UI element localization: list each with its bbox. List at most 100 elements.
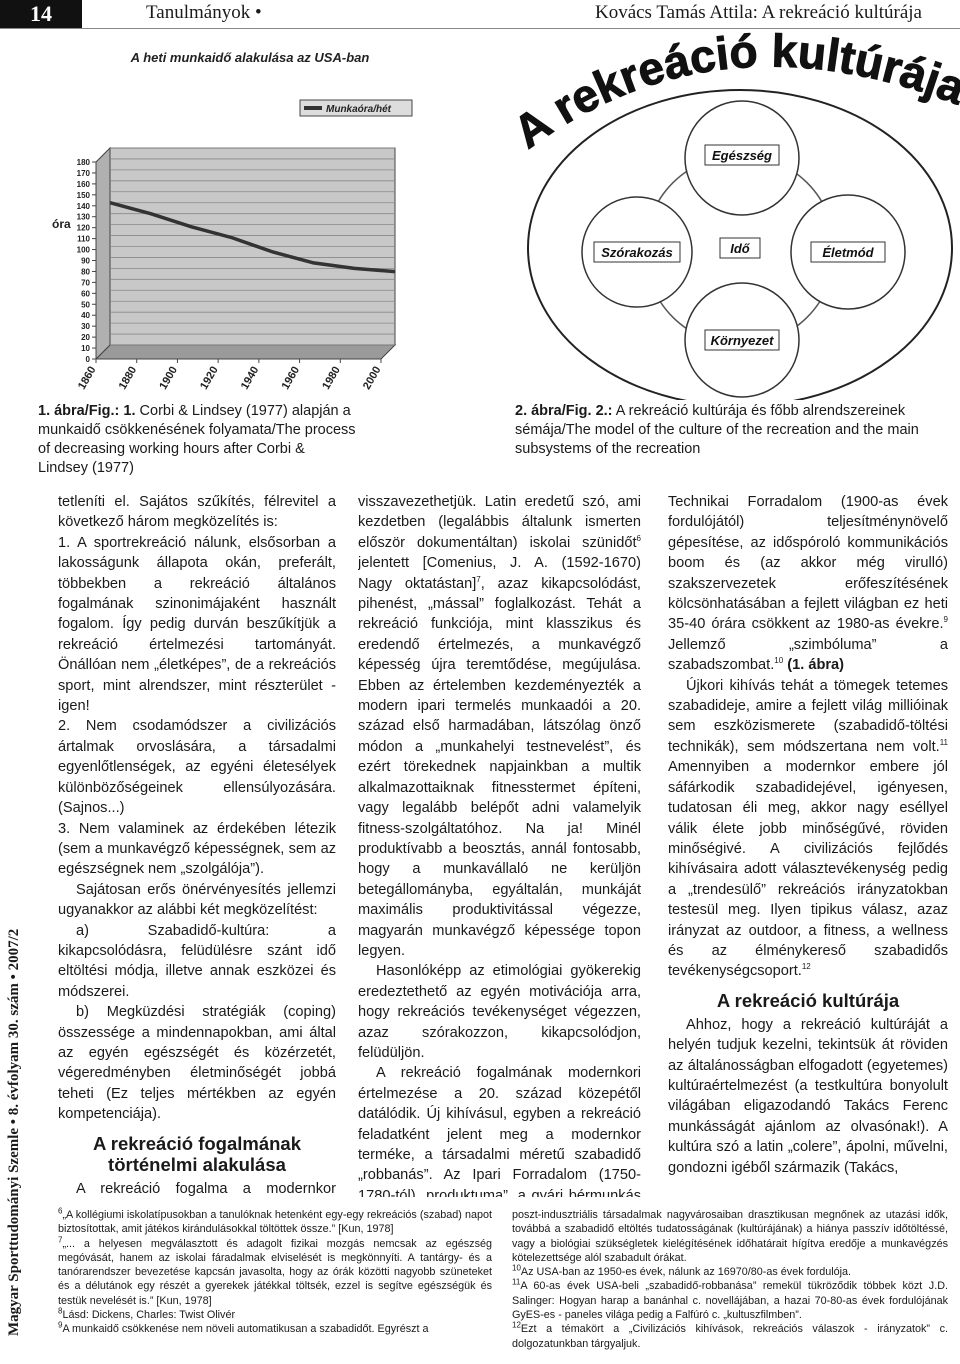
footnote-number: 9 — [58, 1320, 63, 1330]
journal-sidebar: Magyar Sporttudományi Szemle • 8. évfoly… — [6, 928, 22, 1336]
y-tick-label: 30 — [81, 322, 90, 331]
heading: A rekreáció kultúrája — [716, 989, 900, 1011]
text: tetleníti el. Sajátos szűkítés, félrevit… — [58, 494, 336, 531]
paragraph: A rekreáció fogalma a modernkor terméke,… — [58, 1179, 336, 1197]
y-tick-label: 140 — [77, 202, 91, 211]
footnote: 9A munkaidő csökkenése nem növeli automa… — [58, 1320, 492, 1336]
footnote-text: Az USA-ban az 1950-es évek, nálunk az 16… — [520, 1266, 852, 1279]
text: A rekreáció kultúrája és főbb alrendszer… — [515, 403, 919, 457]
text: Amennyiben a modernkor embere jól sáfárk… — [668, 759, 948, 980]
node-box — [704, 144, 780, 166]
footnote-number: 7 — [58, 1235, 63, 1244]
figures: A heti munkaidő alakulása az USA-ban óra 0… — [52, 30, 960, 400]
y-tick-label: 60 — [81, 289, 90, 298]
node-box — [719, 237, 761, 259]
outer-ellipse — [527, 89, 953, 400]
text: Technikai Forradalom (1900-as évek fordu… — [668, 494, 948, 633]
footnote-ref: 9 — [943, 615, 948, 625]
figure-1: A heti munkaidő alakulása az USA-ban óra 0… — [52, 50, 413, 392]
text: Hasonlóképp az etimológiai gyökerekig er… — [358, 963, 641, 1061]
text: Corbi & Lindsey (1977) alapján a munkaid… — [38, 403, 356, 476]
footnote-text: A 60-as évek USA-beli „szabadidő-robbaná… — [512, 1280, 948, 1322]
footnote-text: Ezt a témakört a „Civilizációs kihívások… — [512, 1323, 948, 1350]
text: Jellemző „szimbóluma” a szabadszombat. — [668, 636, 948, 674]
legend-label: Munkaóra/hét — [326, 104, 392, 115]
y-tick-label: 50 — [81, 300, 90, 309]
x-tick-label: 2000 — [361, 365, 384, 392]
paragraph: Újkori kihívás tehát a tömegek tetemes s… — [668, 676, 948, 982]
column: tetleníti el. Sajátos szűkítés, félrevit… — [58, 492, 336, 1197]
paragraph: a) Szabadidő-kultúra: a kikapcsolódásra,… — [58, 921, 336, 1003]
x-tick-label: 1900 — [157, 365, 180, 392]
figure-2: A rekreáció kultúrájaEgészségSzórakozásI… — [503, 30, 960, 400]
header: 14 Tanulmányok • Kovács Tamás Attila: A … — [0, 0, 960, 30]
footnote-ref: 12 — [801, 962, 811, 972]
footnote-ref: 6 — [636, 533, 641, 543]
text: a) Szabadidő-kultúra: a kikapcsolódásra,… — [58, 922, 336, 1000]
y-tick-label: 120 — [77, 224, 91, 233]
node-label: Szórakozás — [601, 245, 673, 260]
y-tick-label: 160 — [77, 180, 91, 189]
footnote: 11A 60-as évek USA-beli „szabadidő-robba… — [512, 1277, 948, 1322]
footnote-ref: 10 — [774, 656, 784, 666]
x-tick-label: 1860 — [76, 365, 99, 392]
node-box — [704, 329, 780, 351]
y-tick-label: 0 — [86, 355, 91, 364]
heading: A rekreáció fogalmának történelmi alakul… — [92, 1132, 302, 1175]
x-tick-label: 1940 — [239, 365, 262, 392]
text: Sajátosan erős önérvényesítés jellemzi u… — [58, 881, 336, 919]
paragraph: 3. Nem valaminek az érdekében létezik (s… — [58, 819, 336, 880]
footnote: 6„A kollégiumi iskolatípusokban a tanuló… — [58, 1207, 492, 1237]
footnote-number: 10 — [512, 1263, 521, 1273]
footnote-text: „A kollégiumi iskolatípusokban a tanulók… — [58, 1209, 492, 1236]
y-axis-label: óra — [52, 217, 71, 231]
footnote-text: „... a helyesen megválasztott és adagolt… — [58, 1237, 492, 1307]
section: Tanulmányok • — [146, 2, 262, 23]
bold-text: 2. ábra/Fig. 2.: — [515, 403, 613, 419]
footnote-number: 11 — [512, 1277, 521, 1287]
y-tick-label: 40 — [81, 311, 90, 320]
node-label: Egészség — [712, 148, 772, 163]
footnote-ref: 7 — [476, 574, 481, 584]
text: A rekreáció fogalma a modernkor terméke,… — [76, 1180, 336, 1197]
y-tick-label: 20 — [81, 333, 90, 342]
paragraph: A rekreáció fogalmának modernkori értelm… — [358, 1063, 641, 1197]
chart-side-wall — [95, 146, 111, 361]
chart-title: A heti munkaidő alakulása az USA-ban — [130, 50, 370, 65]
text: 3. Nem valaminek az érdekében létezik (s… — [58, 820, 336, 878]
node-box — [593, 241, 681, 263]
footnote: 8Lásd: Dickens, Charles: Twist Olivér — [58, 1306, 492, 1322]
x-tick-label: 1920 — [198, 365, 221, 392]
text: 2. Nem csodamódszer a civilizációs ártal… — [58, 718, 336, 817]
chart-floor — [94, 344, 397, 360]
text: visszavezethetjük. Latin eredetű szó, am… — [358, 494, 641, 551]
footnote: 12Ezt a témakört a „Civilizációs kihívás… — [512, 1320, 948, 1351]
column: visszavezethetjük. Latin eredetű szó, am… — [358, 492, 641, 1197]
y-tick-label: 170 — [77, 169, 91, 178]
paragraph: Hasonlóképp az etimológiai gyökerekig er… — [358, 961, 641, 1063]
y-tick-label: 110 — [77, 235, 90, 244]
footnote-text: poszt-indusztriális társadalmak nagyváro… — [512, 1209, 948, 1264]
footnote-ref: 11 — [939, 738, 948, 748]
rule — [0, 28, 960, 29]
data-line — [109, 201, 396, 274]
bold-text: (1. ábra) — [787, 657, 845, 674]
figure-2-caption: 2. ábra/Fig. 2.: A rekreáció kultúrája é… — [515, 402, 960, 459]
text: , azaz kikapcsolódást, pihenést, „mással… — [358, 575, 641, 959]
legend-box — [299, 99, 413, 117]
text: 1. A sportrekreáció nálunk, elsősorban a… — [58, 534, 336, 715]
bold-text: 1. ábra/Fig.: 1. — [38, 403, 136, 419]
node-label: Idő — [730, 241, 751, 256]
paragraph: 1. A sportrekreáció nálunk, elsősorban a… — [58, 533, 336, 717]
text: b) Megküzdési stratégiák (coping) összes… — [58, 1004, 336, 1123]
paragraph: tetleníti el. Sajátos szűkítés, félrevit… — [58, 492, 336, 533]
footnote-number: 8 — [58, 1306, 63, 1316]
node-label: Életmód — [822, 245, 874, 260]
paragraph: b) Megküzdési stratégiák (coping) összes… — [58, 1002, 336, 1124]
y-tick-label: 70 — [81, 278, 90, 287]
footnote-number: 12 — [512, 1320, 521, 1330]
column: Technikai Forradalom (1900-as évek fordu… — [668, 492, 948, 1197]
text: Újkori kihívás tehát a tömegek tetemes s… — [668, 677, 948, 755]
y-tick-label: 180 — [77, 158, 91, 167]
